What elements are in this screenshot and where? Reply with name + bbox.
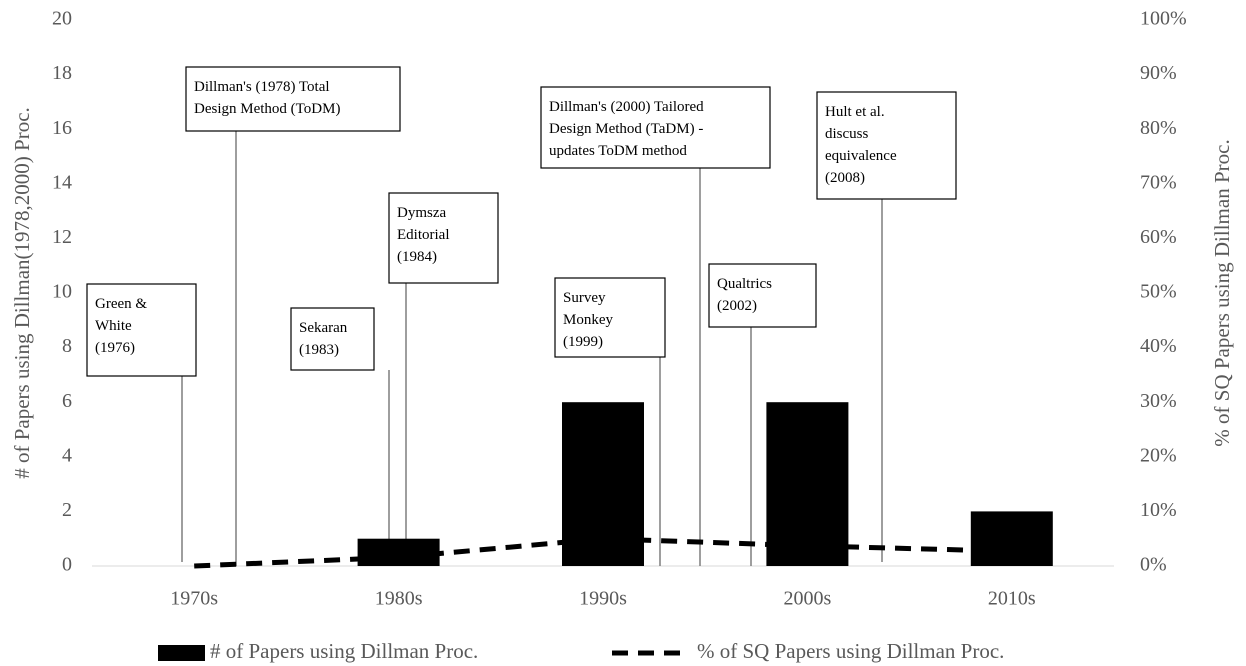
annotation-box xyxy=(185,66,401,132)
annotation-text: (1976) xyxy=(95,340,135,356)
y-tick-label: 18 xyxy=(52,62,72,84)
x-tick-label: 1970s xyxy=(170,588,218,610)
annotation-box xyxy=(708,263,817,328)
x-tick-label: 1990s xyxy=(579,588,627,610)
annotation-box xyxy=(554,277,666,358)
legend-label: % of SQ Papers using Dillman Proc. xyxy=(697,639,1004,663)
annotation-box xyxy=(816,91,957,200)
legend-label: # of Papers using Dillman Proc. xyxy=(210,639,478,663)
bar xyxy=(562,402,644,566)
y2-tick-label: 100% xyxy=(1140,8,1187,30)
y2-tick-label: 50% xyxy=(1140,281,1177,303)
y2-axis-label: % of SQ Papers using Dillman Proc. xyxy=(1210,139,1234,446)
annotation-text: Survey xyxy=(563,290,606,306)
annotation-text: Green & xyxy=(95,296,147,312)
annotation-text: discuss xyxy=(825,126,869,142)
y2-tick-label: 40% xyxy=(1140,335,1177,357)
annotation-text: Sekaran xyxy=(299,320,348,336)
y-tick-label: 4 xyxy=(62,444,72,466)
y-tick-label: 2 xyxy=(62,499,72,521)
annotation-text: updates ToDM method xyxy=(549,143,687,159)
y2-tick-label: 20% xyxy=(1140,444,1177,466)
annotation-text: (2002) xyxy=(717,298,757,314)
annotation-text: Dillman's (1978) Total xyxy=(194,79,330,95)
y-tick-label: 6 xyxy=(62,390,72,412)
y2-tick-label: 60% xyxy=(1140,226,1177,248)
annotation-text: (1999) xyxy=(563,334,603,350)
annotation-text: equivalence xyxy=(825,148,897,164)
annotation-text: Editorial xyxy=(397,227,450,243)
y-tick-label: 10 xyxy=(52,281,72,303)
annotation-box xyxy=(86,283,197,377)
y-tick-label: 16 xyxy=(52,117,72,139)
x-tick-label: 1980s xyxy=(375,588,423,610)
annotation-text: Design Method (TaDM) - xyxy=(549,121,703,137)
bar xyxy=(766,402,849,566)
annotation-text: Qualtrics xyxy=(717,276,772,292)
y2-tick-label: 0% xyxy=(1140,554,1167,576)
y2-tick-label: 10% xyxy=(1140,499,1177,521)
annotation-box xyxy=(540,86,771,169)
annotation-text: Hult et al. xyxy=(825,104,885,120)
legend-swatch xyxy=(158,645,205,661)
y-tick-label: 0 xyxy=(62,554,72,576)
y-tick-label: 8 xyxy=(62,335,72,357)
x-tick-label: 2010s xyxy=(988,588,1036,610)
y-tick-label: 14 xyxy=(52,171,72,193)
bar xyxy=(970,511,1053,566)
annotation-text: Design Method (ToDM) xyxy=(194,101,340,117)
y-axis-label: # of Papers using Dillman(1978,2000) Pro… xyxy=(10,107,34,479)
y2-tick-label: 90% xyxy=(1140,62,1177,84)
y2-tick-label: 30% xyxy=(1140,390,1177,412)
annotation-text: (1983) xyxy=(299,342,339,358)
annotation-box xyxy=(290,307,375,371)
y-tick-label: 12 xyxy=(52,226,72,248)
annotation-text: Monkey xyxy=(563,312,613,328)
annotation-text: Dymsza xyxy=(397,205,446,221)
y-tick-label: 20 xyxy=(52,8,72,30)
annotation-text: (2008) xyxy=(825,170,865,186)
y2-tick-label: 80% xyxy=(1140,117,1177,139)
annotation-text: (1984) xyxy=(397,249,437,265)
annotation-box xyxy=(388,192,499,284)
annotation-text: White xyxy=(95,318,132,334)
y2-tick-label: 70% xyxy=(1140,171,1177,193)
bar xyxy=(357,538,440,566)
x-tick-label: 2000s xyxy=(784,588,832,610)
annotation-text: Dillman's (2000) Tailored xyxy=(549,99,704,115)
line xyxy=(194,536,1012,569)
